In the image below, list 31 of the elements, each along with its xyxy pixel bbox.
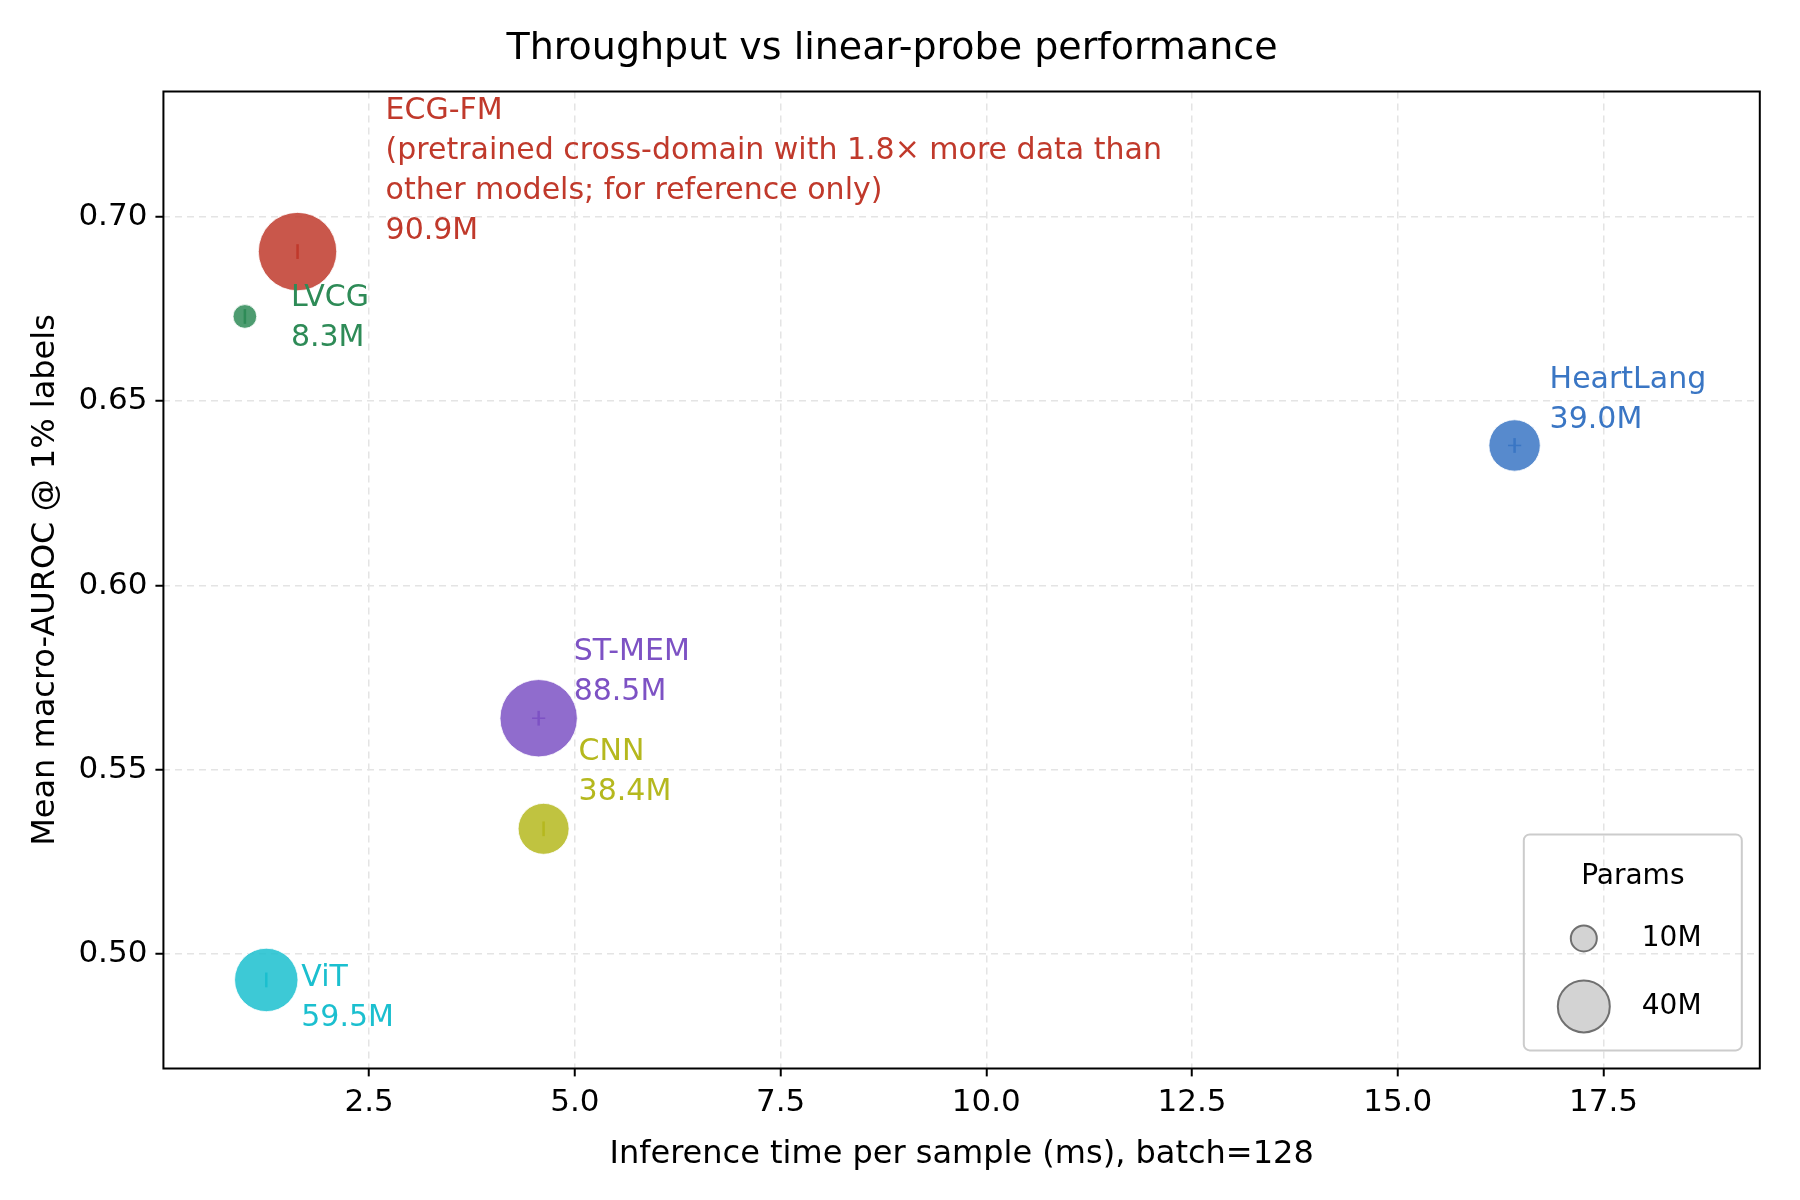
- x-axis-title: Inference time per sample (ms), batch=128: [609, 1133, 1314, 1172]
- x-tick-label: 15.0: [1363, 1082, 1433, 1119]
- annotation: ECG-FM: [385, 91, 503, 127]
- annotation: ST-MEM: [573, 632, 690, 668]
- x-tick-label: 17.5: [1568, 1082, 1638, 1119]
- data-label: 8.3M: [290, 318, 365, 354]
- data-label: 59.5M: [301, 997, 394, 1033]
- data-label: 90.9M: [385, 211, 479, 247]
- y-tick-label: 0.70: [78, 195, 148, 232]
- annotation: HeartLang: [1549, 360, 1707, 396]
- legend-label: 10M: [1641, 919, 1702, 953]
- y-tick-label: 0.60: [78, 564, 148, 601]
- y-axis-title: Mean macro-AUROC @ 1% labels: [23, 314, 62, 846]
- y-tick-label: 0.55: [78, 748, 148, 785]
- chart-title: Throughput vs linear-probe performance: [505, 23, 1278, 68]
- data-label: 88.5M: [573, 672, 667, 708]
- legend-label: 40M: [1641, 987, 1702, 1021]
- x-tick-label: 7.5: [755, 1082, 806, 1119]
- annotation: (pretrained cross-domain with 1.8× more data than other models; for reference only): [385, 131, 1162, 207]
- x-tick-label: 5.0: [550, 1082, 600, 1119]
- x-tick-label: 12.5: [1157, 1082, 1227, 1119]
- x-tick-label: 2.5: [344, 1082, 394, 1119]
- annotation: LVCG: [290, 278, 370, 314]
- data-label: 38.4M: [578, 771, 672, 807]
- data-label: 39.0M: [1549, 400, 1643, 436]
- x-tick-label: 10.0: [951, 1082, 1021, 1119]
- annotation: CNN: [578, 731, 645, 767]
- y-tick-label: 0.50: [78, 933, 148, 970]
- annotation: ViT: [301, 957, 349, 993]
- y-tick-label: 0.65: [78, 380, 148, 417]
- legend-title: Params: [1581, 857, 1685, 891]
